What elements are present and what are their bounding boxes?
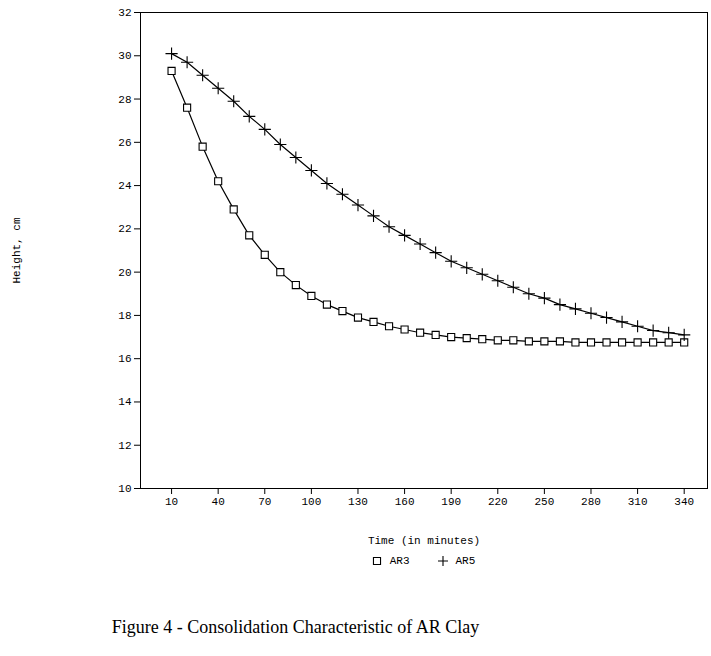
svg-text:190: 190 [441, 496, 461, 508]
svg-text:310: 310 [628, 496, 648, 508]
svg-text:12: 12 [118, 440, 131, 452]
svg-text:220: 220 [488, 496, 508, 508]
svg-text:20: 20 [118, 267, 131, 279]
svg-text:10: 10 [165, 496, 178, 508]
html-text:AR3: AR3 [389, 555, 410, 567]
svg-text:26: 26 [118, 137, 131, 149]
svg-text:250: 250 [534, 496, 554, 508]
svg-text:70: 70 [258, 496, 271, 508]
svg-text:18: 18 [118, 310, 131, 322]
svg-text:280: 280 [581, 496, 601, 508]
svg-text:130: 130 [348, 496, 368, 508]
svg-text:28: 28 [118, 94, 131, 106]
svg-text:100: 100 [301, 496, 321, 508]
svg-text:16: 16 [118, 353, 131, 365]
html-text:Figure 4 - Consolidation Chara: Figure 4 - Consolidation Characteristic … [111, 617, 480, 637]
svg-text:10: 10 [118, 483, 131, 495]
svg-text:24: 24 [118, 180, 132, 192]
svg-text:340: 340 [674, 496, 694, 508]
svg-text:Height, cm: Height, cm [11, 217, 23, 283]
svg-text:160: 160 [395, 496, 415, 508]
html-text:AR5: AR5 [455, 555, 476, 567]
svg-text:14: 14 [118, 396, 132, 408]
svg-text:30: 30 [118, 50, 131, 62]
svg-text:32: 32 [118, 7, 131, 19]
svg-text:40: 40 [212, 496, 225, 508]
svg-text:Time (in minutes): Time (in minutes) [368, 535, 480, 547]
svg-text:22: 22 [118, 223, 131, 235]
